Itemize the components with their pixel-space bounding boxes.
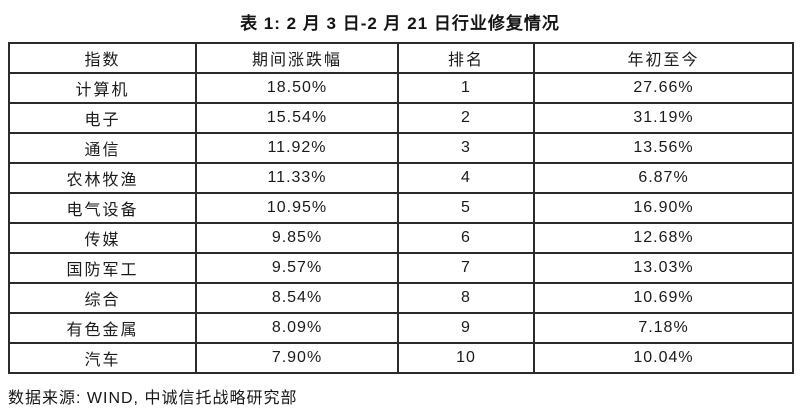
cell-index: 电气设备 (8, 192, 197, 224)
table-row: 国防军工 9.57% 7 13.03% (8, 252, 794, 284)
cell-rank: 7 (397, 252, 535, 284)
cell-ytd: 13.56% (533, 132, 794, 164)
cell-index: 通信 (8, 132, 197, 164)
column-header-rank: 排名 (397, 42, 535, 74)
table-header: 指数 期间涨跌幅 排名 年初至今 (8, 42, 794, 74)
cell-ytd: 6.87% (533, 162, 794, 194)
cell-change: 11.92% (195, 132, 399, 164)
cell-change: 9.85% (195, 222, 399, 254)
cell-index: 汽车 (8, 342, 197, 374)
cell-index: 有色金属 (8, 312, 197, 344)
cell-change: 7.90% (195, 342, 399, 374)
cell-index: 电子 (8, 102, 197, 134)
cell-change: 8.09% (195, 312, 399, 344)
cell-index: 综合 (8, 282, 197, 314)
data-source-note: 数据来源: WIND, 中诚信托战略研究部 (8, 390, 298, 407)
cell-index: 计算机 (8, 72, 197, 104)
cell-change: 11.33% (195, 162, 399, 194)
table-row: 传媒 9.85% 6 12.68% (8, 222, 794, 254)
table-body: 计算机 18.50% 1 27.66% 电子 15.54% 2 31.19% 通信 11.92% 3… (8, 72, 794, 374)
cell-ytd: 27.66% (533, 72, 794, 104)
table-row: 农林牧渔 11.33% 4 6.87% (8, 162, 794, 194)
header-row: 指数 期间涨跌幅 排名 年初至今 (8, 42, 794, 74)
cell-ytd: 13.03% (533, 252, 794, 284)
cell-change: 9.57% (195, 252, 399, 284)
cell-change: 10.95% (195, 192, 399, 224)
cell-ytd: 10.04% (533, 342, 794, 374)
table-row: 计算机 18.50% 1 27.66% (8, 72, 794, 104)
cell-rank: 2 (397, 102, 535, 134)
table-row: 综合 8.54% 8 10.69% (8, 282, 794, 314)
table-row: 有色金属 8.09% 9 7.18% (8, 312, 794, 344)
cell-ytd: 31.19% (533, 102, 794, 134)
cell-index: 农林牧渔 (8, 162, 197, 194)
column-header-index: 指数 (8, 42, 197, 74)
cell-rank: 6 (397, 222, 535, 254)
cell-change: 18.50% (195, 72, 399, 104)
cell-rank: 4 (397, 162, 535, 194)
cell-ytd: 7.18% (533, 312, 794, 344)
cell-rank: 8 (397, 282, 535, 314)
cell-rank: 5 (397, 192, 535, 224)
cell-rank: 10 (397, 342, 535, 374)
cell-ytd: 12.68% (533, 222, 794, 254)
table-title: 表 1: 2 月 3 日-2 月 21 日行业修复情况 (240, 14, 560, 33)
industry-table: 指数 期间涨跌幅 排名 年初至今 计算机 18.50% 1 27.66% 电子 15.54… (8, 42, 794, 374)
column-header-ytd: 年初至今 (533, 42, 794, 74)
cell-change: 8.54% (195, 282, 399, 314)
cell-rank: 3 (397, 132, 535, 164)
table-row: 电子 15.54% 2 31.19% (8, 102, 794, 134)
cell-change: 15.54% (195, 102, 399, 134)
table-row: 电气设备 10.95% 5 16.90% (8, 192, 794, 224)
cell-index: 传媒 (8, 222, 197, 254)
table-row: 汽车 7.90% 10 10.04% (8, 342, 794, 374)
column-header-change: 期间涨跌幅 (195, 42, 399, 74)
cell-ytd: 10.69% (533, 282, 794, 314)
document-page: 表 1: 2 月 3 日-2 月 21 日行业修复情况 指数 期间涨跌幅 排名 … (0, 9, 800, 411)
table-row: 通信 11.92% 3 13.56% (8, 132, 794, 164)
cell-rank: 1 (397, 72, 535, 104)
cell-rank: 9 (397, 312, 535, 344)
cell-ytd: 16.90% (533, 192, 794, 224)
cell-index: 国防军工 (8, 252, 197, 284)
